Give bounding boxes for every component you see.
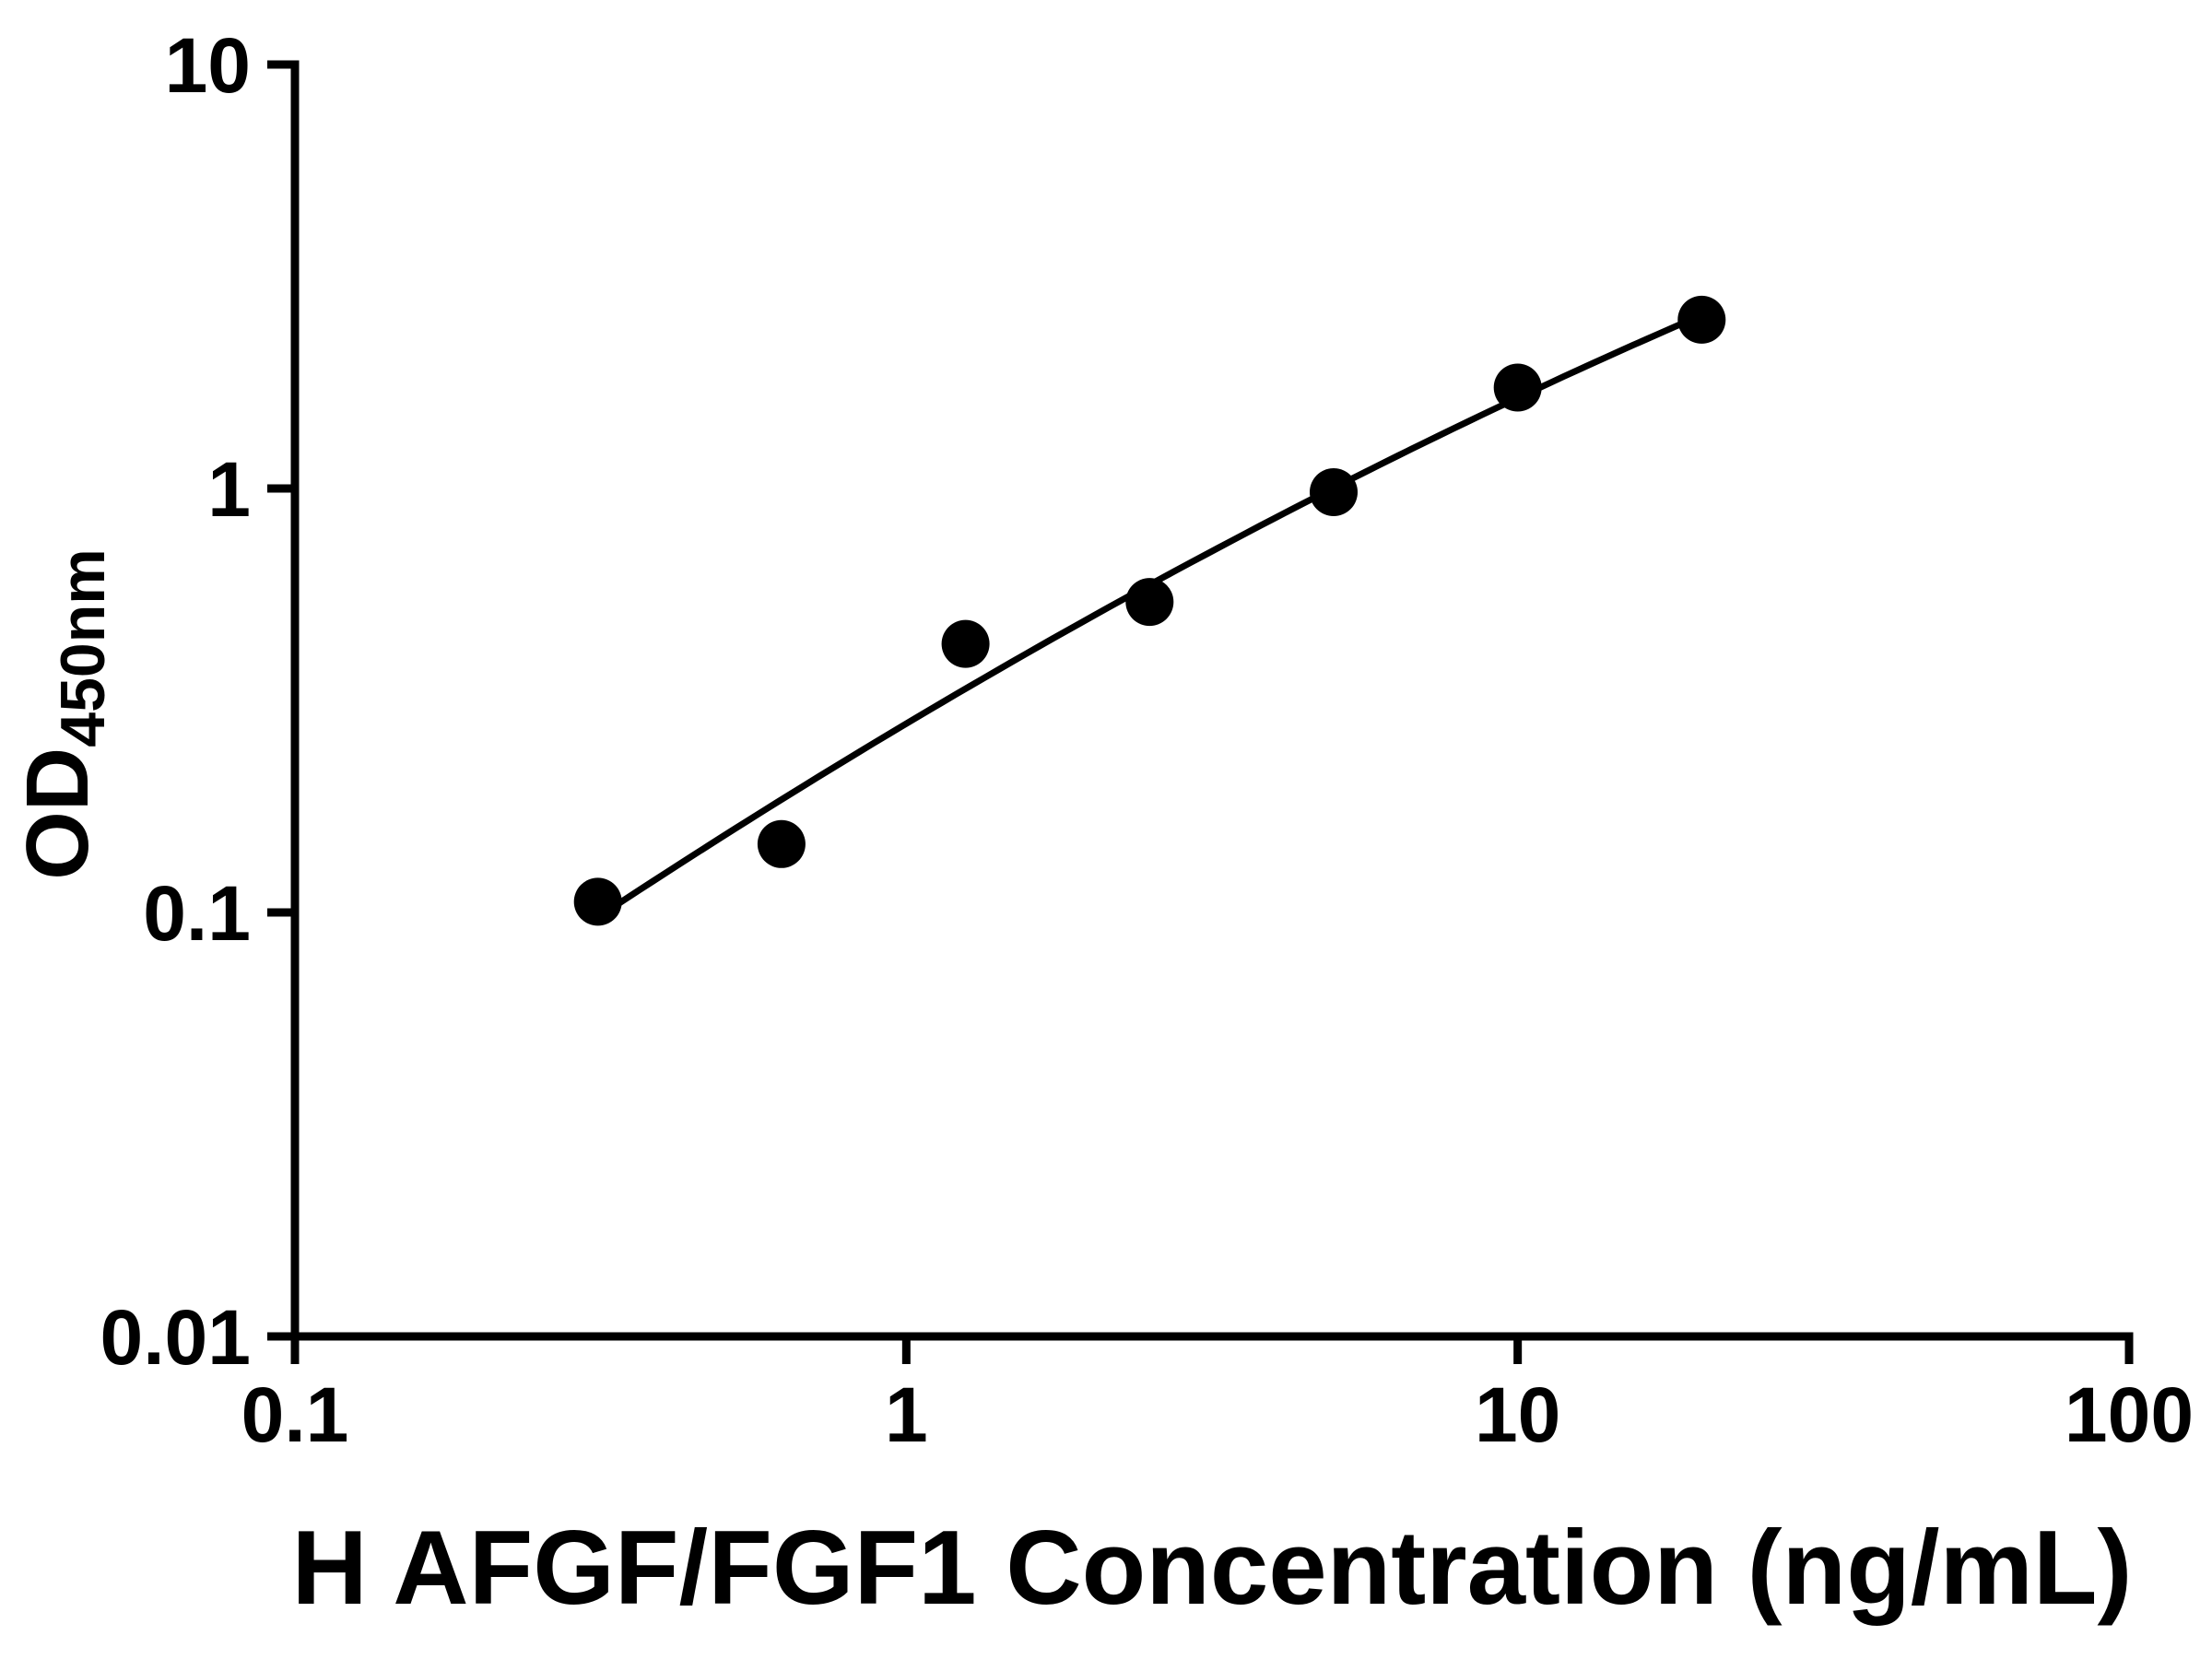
y-tick-label: 0.01: [100, 1294, 252, 1381]
y-axis-title-sub: 450nm: [48, 548, 118, 747]
data-point: [757, 819, 806, 868]
data-point: [1677, 295, 1726, 344]
y-axis-title: OD450nm: [8, 548, 118, 879]
axes-lines: [290, 60, 2134, 1341]
data-point: [1310, 468, 1358, 516]
data-point: [1125, 578, 1174, 627]
y-tick-label: 1: [207, 446, 251, 533]
data-point: [573, 877, 622, 926]
data-point: [941, 619, 990, 668]
x-tick-label: 1: [885, 1371, 928, 1458]
x-tick-label: 100: [2065, 1371, 2194, 1458]
x-axis-title: H AFGF/FGF1 Concentration (ng/mL): [292, 1510, 2133, 1627]
x-tick-label: 10: [1475, 1371, 1560, 1458]
x-tick-label: 0.1: [241, 1371, 349, 1458]
data-point: [1493, 363, 1542, 412]
y-tick-label: 10: [165, 22, 251, 109]
y-tick-label: 0.1: [143, 870, 251, 957]
y-axis-title-main: OD: [8, 747, 107, 880]
